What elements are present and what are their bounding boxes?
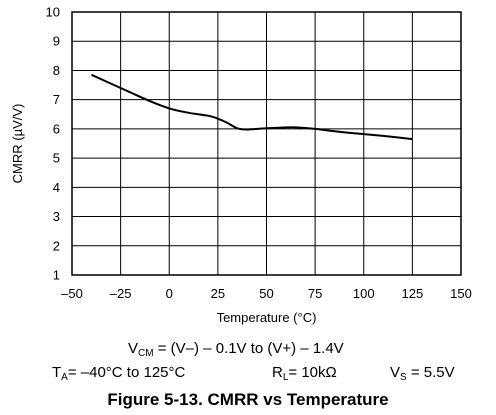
vcm-symbol: V [128,340,139,357]
x-tick-label: 50 [259,286,273,301]
x-tick-label: 100 [353,286,375,301]
figure-caption: Figure 5-13. CMRR vs Temperature [107,390,389,409]
x-tick-labels: –50 –25 0 25 50 75 100 125 150 [61,286,472,301]
x-tick-label: 125 [402,286,424,301]
ta-symbol: T [52,364,62,381]
vcm-subscript: CM [138,348,154,359]
x-tick-label: 0 [166,286,173,301]
x-axis-title: Temperature (°C) [217,310,317,325]
x-tick-label: 150 [450,286,472,301]
y-tick-label: 7 [53,92,60,107]
y-tick-label: 3 [53,209,60,224]
rl-condition: RL= 10kΩ [272,364,337,387]
grid-lines [71,11,462,276]
vcm-value: = (V–) – 0.1V to (V+) – 1.4V [153,340,344,357]
x-tick-label: –25 [110,286,132,301]
y-tick-label: 9 [53,34,60,49]
series-line [91,73,413,141]
vcm-condition: VCM = (V–) – 0.1V to (V+) – 1.4V [128,340,344,363]
y-tick-label: 6 [53,121,60,136]
vs-condition: VS = 5.5V [390,364,455,387]
ta-value: = –40°C to 125°C [67,364,186,381]
y-tick-labels: 1 2 3 4 5 6 7 8 9 10 [46,5,60,283]
vs-value: = 5.5V [406,364,455,381]
vs-subscript: S [400,372,407,383]
ta-condition: TA= –40°C to 125°C [52,364,185,387]
x-tick-label: –50 [61,286,83,301]
rl-value: = 10kΩ [288,364,337,381]
y-tick-label: 4 [53,180,60,195]
y-tick-label: 2 [53,238,60,253]
y-tick-label: 8 [53,63,60,78]
y-axis-title: CMRR (µV/V) [10,104,25,184]
vs-symbol: V [390,364,401,381]
ta-subscript: A [61,372,68,383]
rl-symbol: R [272,364,283,381]
rl-subscript: L [282,372,289,383]
y-tick-label: 5 [53,151,60,166]
x-tick-label: 75 [308,286,322,301]
y-tick-label: 10 [46,5,60,20]
y-tick-label: 1 [53,268,60,283]
x-tick-label: 25 [211,286,225,301]
plot-frame [71,11,462,276]
